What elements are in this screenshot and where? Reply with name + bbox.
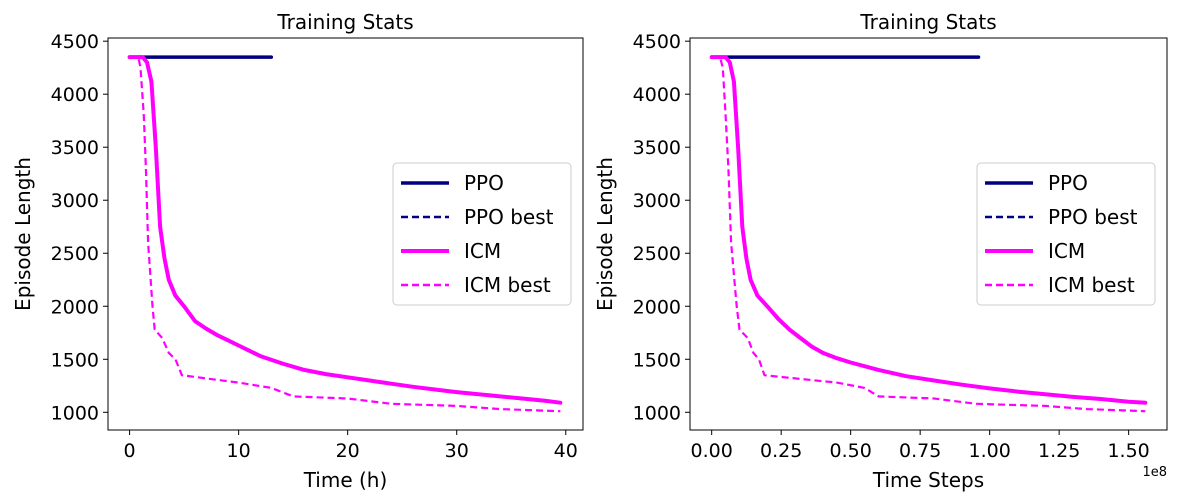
legend-box [976,162,1156,306]
y-tick-label: 4500 [51,31,99,53]
x-offset-label: 1e8 [1142,465,1167,480]
chart-title: Training Stats [859,10,996,34]
series-line-icm-best [129,55,561,413]
legend-label: PPO [1048,171,1088,195]
legend-label: ICM best [464,273,551,297]
x-tick-label: 0.75 [899,440,941,462]
series-line-icm-best [711,55,1146,413]
legend-label: PPO best [1048,205,1138,229]
chart-panel-1: 0 10 20 30 40 1000 1500 2000 2500 3000 3500 4000 450… [11,10,584,492]
x-axis-label: Time Steps [872,468,984,492]
y-axis-label: Episode Length [593,157,617,311]
x-tick-label: 30 [445,440,469,462]
x-tick-label: 1.25 [1038,440,1080,462]
plot-frame [107,37,584,431]
y-tick-label: 2500 [51,243,99,265]
y-axis-label: Episode Length [11,157,35,311]
x-tick-label: 0.50 [830,440,872,462]
series-group [709,55,1148,413]
x-tick-label: 0.00 [691,440,733,462]
x-tick-label: 0 [124,440,136,462]
legend: PPO PPO best ICM ICM best [392,162,572,306]
y-tick-label: 1000 [51,402,99,424]
y-tick-label: 2500 [633,243,681,265]
plot-frame [689,37,1168,431]
legend: PPO PPO best ICM ICM best [976,162,1156,306]
y-tick-label: 3500 [633,137,681,159]
series-group [127,55,563,413]
legend-label: ICM best [1048,273,1135,297]
chart-panel-2: 0.00 0.25 0.50 0.75 1.00 1.25 1.50 1000 1500 2000… [593,10,1168,492]
y-tick-label: 4000 [633,84,681,106]
y-tick-label: 1500 [633,349,681,371]
y-tick-label: 2000 [51,296,99,318]
legend-label: PPO best [464,205,554,229]
legend-label: ICM [464,239,501,263]
legend-label: ICM [1048,239,1085,263]
x-axis-label: Time (h) [303,468,388,492]
series-line-icm [709,55,1148,405]
series-line-icm [127,55,563,405]
y-tick-label: 4000 [51,84,99,106]
y-tick-label: 1500 [51,349,99,371]
x-tick-label: 0.25 [760,440,802,462]
y-tick-label: 2000 [633,296,681,318]
y-tick-label: 4500 [633,31,681,53]
y-tick-label: 3500 [51,137,99,159]
y-tick-label: 3000 [633,190,681,212]
x-tick-label: 10 [227,440,251,462]
x-tick-label: 1.00 [968,440,1010,462]
y-tick-label: 3000 [51,190,99,212]
x-tick-label: 1.50 [1107,440,1149,462]
legend-box [392,162,572,306]
y-tick-label: 1000 [633,402,681,424]
x-tick-label: 20 [336,440,360,462]
x-tick-label: 40 [554,440,578,462]
chart-title: Training Stats [276,10,413,34]
legend-label: PPO [464,171,504,195]
